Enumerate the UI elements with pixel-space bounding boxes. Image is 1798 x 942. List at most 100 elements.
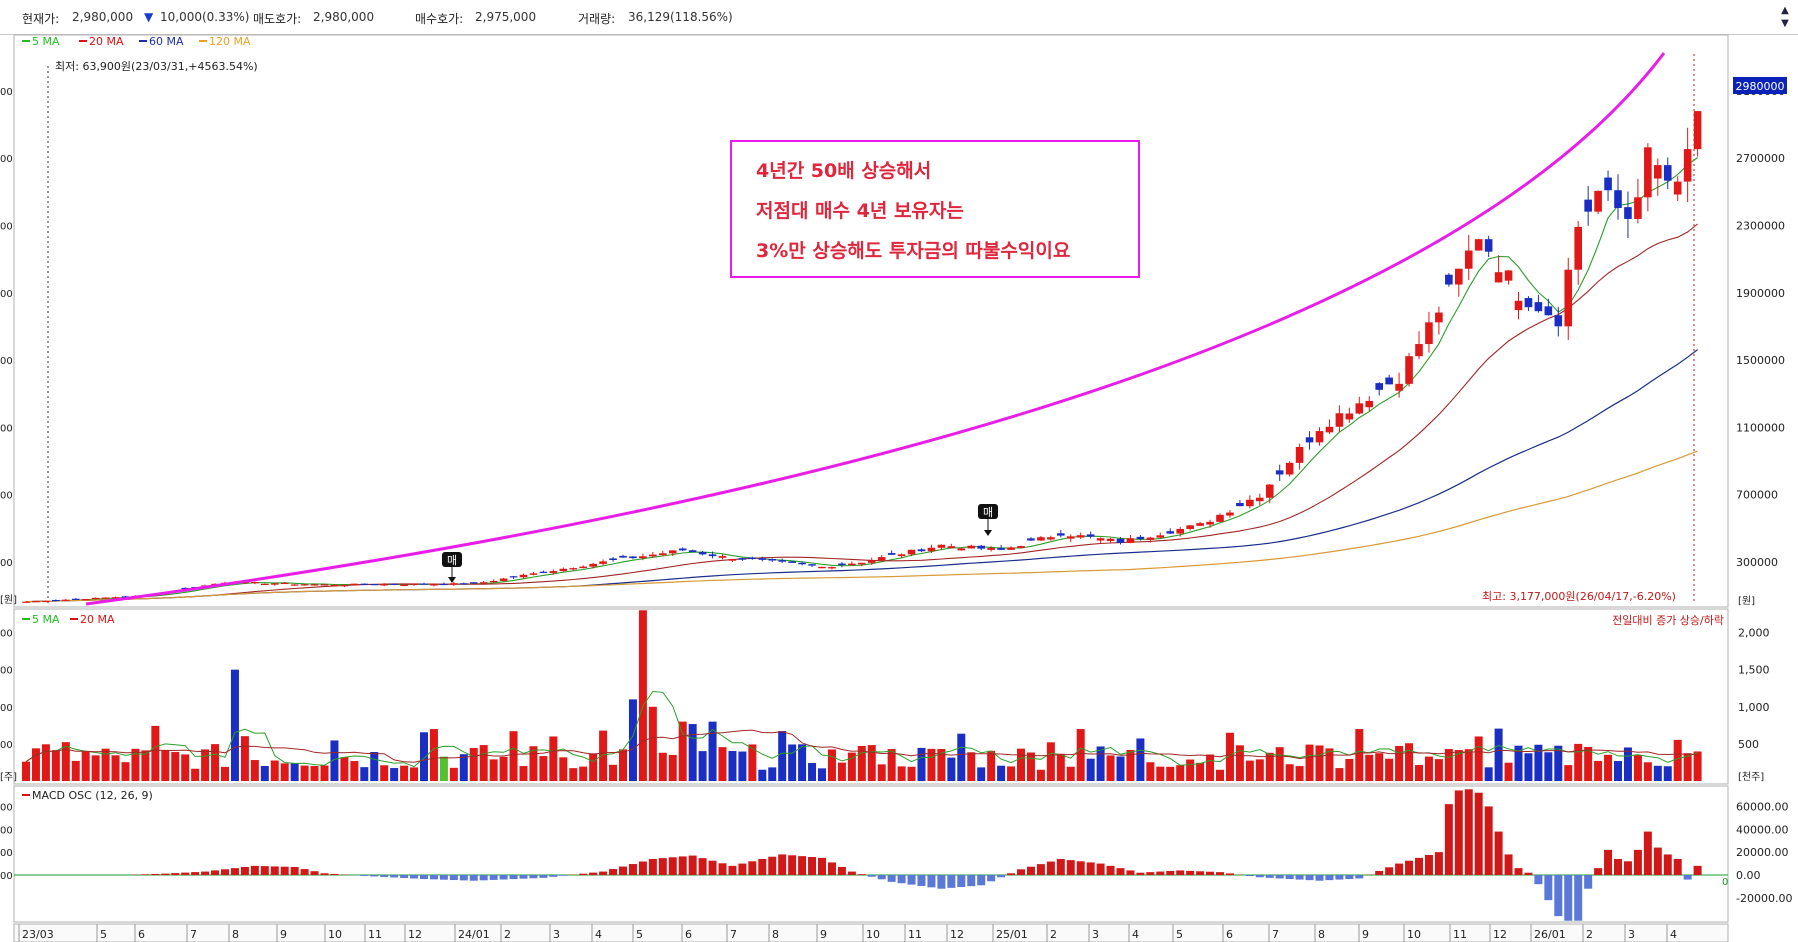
macd-bar [668, 857, 677, 875]
candle [1405, 356, 1413, 384]
macd-bar [957, 875, 966, 887]
candle [400, 584, 408, 586]
candle [1474, 239, 1483, 251]
volume-tick-label: 1,000 [1738, 701, 1770, 714]
volume-bar [360, 767, 369, 781]
x-tick-label: 24/01 [458, 928, 490, 941]
candle [858, 562, 866, 565]
volume-bar [51, 750, 60, 781]
legend-label: 5 MA [32, 613, 60, 626]
candle [678, 548, 687, 551]
candle [261, 583, 269, 586]
volume-bar [539, 756, 548, 781]
macd-left-tick: 00 [0, 802, 13, 813]
candle [1106, 538, 1115, 541]
volume-bar [1255, 759, 1264, 781]
volume-bar [509, 731, 518, 781]
volume-bar [1186, 759, 1195, 781]
volume-bar [1066, 766, 1075, 781]
candle [499, 578, 508, 581]
candle [758, 558, 767, 560]
volume-bar [648, 706, 657, 781]
macd-bar [1066, 860, 1075, 875]
candle [1186, 525, 1194, 529]
candle [987, 547, 995, 550]
candle [62, 599, 70, 601]
macd-bar [987, 875, 996, 882]
volume-bar [181, 754, 190, 781]
down-arrow-icon: ▼ [144, 10, 154, 24]
macd-tick-label: -20000.00 [1736, 892, 1792, 905]
candle [768, 558, 777, 561]
annotation-box: 4년간 50배 상승해서 저점대 매수 4년 보유자는 3%만 상승해도 투자금… [730, 140, 1140, 278]
candle [1514, 300, 1523, 311]
x-tick-label: 9 [1362, 928, 1369, 941]
volume-bar [250, 760, 259, 781]
macd-bar [1106, 865, 1115, 875]
candle [22, 601, 30, 603]
scroll-down-icon[interactable]: ▼ [1781, 18, 1789, 29]
volume-bar [628, 699, 637, 781]
macd-bar [857, 874, 866, 875]
macd-bar [509, 875, 518, 880]
scroll-up-icon[interactable]: ▲ [1781, 5, 1789, 16]
volume-bar [1176, 765, 1185, 781]
candle [1594, 190, 1602, 212]
volume-bar [1454, 750, 1463, 781]
volume-bar [778, 731, 787, 781]
candle [728, 559, 737, 561]
volume-bar [1564, 765, 1573, 781]
macd-bar [380, 875, 389, 877]
volume-bar [1385, 758, 1394, 781]
candle [1544, 306, 1553, 316]
candle [509, 576, 518, 578]
x-tick-label: 6 [138, 928, 145, 941]
volume-bar [161, 750, 170, 781]
x-axis-strip [13, 923, 1729, 942]
candlesticks [22, 111, 1702, 603]
candle [1027, 538, 1035, 541]
candle [101, 597, 110, 599]
candle [1365, 400, 1374, 408]
volume-bar [449, 767, 458, 781]
volume-bar [1325, 748, 1334, 781]
candle [559, 568, 568, 572]
x-tick-label: 12 [1493, 928, 1507, 941]
macd-bar [1395, 863, 1404, 875]
macd-bar [171, 873, 180, 875]
volume-bar [1106, 755, 1115, 781]
macd-bar [1096, 863, 1105, 875]
candle [1086, 534, 1095, 537]
sell-marker-label: 매 [447, 554, 457, 567]
volume-bar [270, 760, 279, 781]
macd-bar [718, 863, 727, 875]
macd-bar [280, 866, 289, 875]
candle [1425, 322, 1433, 345]
x-tick-label: 10 [328, 928, 342, 941]
volume-bar [1216, 769, 1224, 781]
volume-bar [1225, 732, 1234, 781]
x-tick-label: 2 [504, 928, 511, 941]
x-tick-label: 8 [1318, 928, 1325, 941]
candle [440, 583, 448, 586]
candle [569, 568, 578, 570]
macd-bar [648, 859, 657, 875]
macd-panel-frame [13, 785, 1729, 923]
candle [639, 556, 647, 559]
volume-bar [410, 767, 419, 781]
candle [181, 587, 189, 590]
candle [489, 580, 498, 583]
macd-bar [489, 875, 498, 880]
macd-tick-label: 40000.00 [1736, 823, 1789, 836]
macd-bar [867, 875, 876, 877]
volume-bar [977, 767, 986, 781]
candle [380, 584, 388, 586]
macd-bar [1196, 871, 1205, 875]
macd-bar [1454, 790, 1463, 875]
volume-bar [400, 765, 409, 781]
volume-bar [1046, 742, 1055, 781]
macd-bar [1007, 873, 1016, 875]
volume-bar [240, 736, 249, 781]
macd-bar [1663, 854, 1672, 875]
candle [81, 598, 90, 601]
